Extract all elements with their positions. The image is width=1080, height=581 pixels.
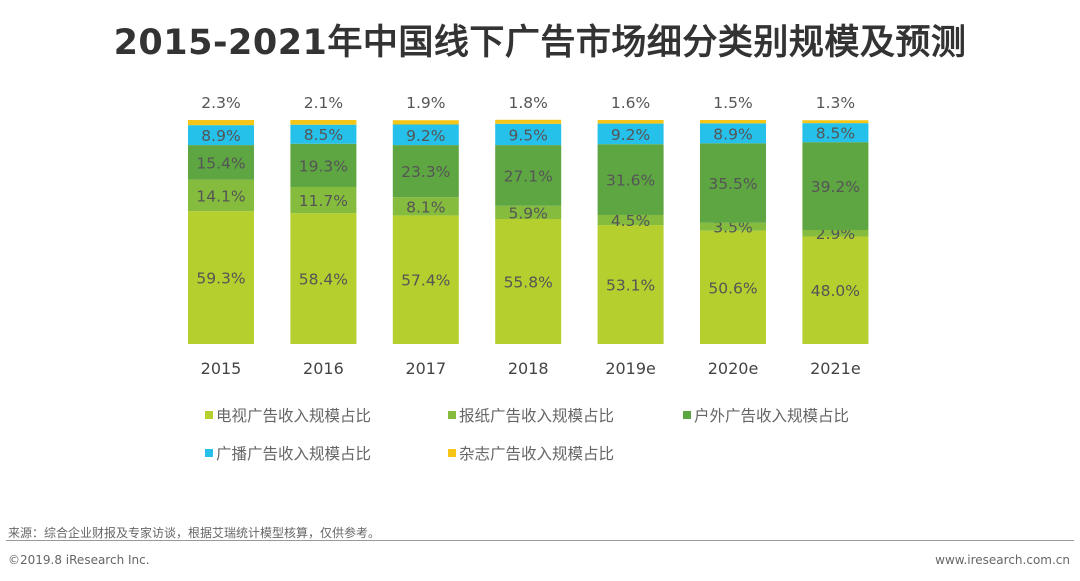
x-tick-label: 2020e: [708, 359, 759, 378]
legend-label: 报纸广告收入规模占比: [459, 407, 615, 425]
x-tick-label: 2018: [508, 359, 549, 378]
bar-segment: [188, 179, 254, 212]
bar-segment: [700, 123, 766, 144]
data-label: 1.8%: [509, 94, 548, 112]
data-label: 48.0%: [811, 282, 860, 300]
bar-segment: [495, 123, 562, 146]
legend-swatch: [205, 449, 213, 457]
bar-segment: [700, 120, 766, 124]
bar-segment: [188, 211, 254, 344]
data-label: 8.5%: [304, 126, 343, 144]
stacked-bar-chart: 59.3% 14.1% 15.4% 8.9% 2.3% 2015 58.4% 11.7% 19.…: [188, 94, 869, 378]
data-label: 8.9%: [201, 127, 240, 145]
data-label: 58.4%: [299, 271, 348, 289]
data-label: 9.5%: [509, 126, 548, 144]
bar-segment: [802, 229, 869, 237]
data-label: 8.1%: [406, 198, 445, 216]
bar-segment: [802, 123, 869, 143]
data-label: 35.5%: [708, 175, 757, 193]
data-label: 11.7%: [299, 192, 348, 210]
bar-segment: [392, 197, 459, 216]
bar-segment: [290, 186, 357, 214]
bar-segment: [700, 230, 766, 344]
data-label: 31.6%: [606, 172, 655, 190]
data-label: 14.1%: [196, 187, 245, 205]
x-tick-label: 2019e: [605, 359, 656, 378]
data-label: 39.2%: [811, 178, 860, 196]
legend-item: 广播广告收入规模占比: [205, 442, 371, 464]
bar-segment: [495, 219, 562, 344]
data-label: 1.3%: [816, 94, 855, 112]
legend-label: 杂志广告收入规模占比: [459, 445, 615, 463]
bar-segment: [495, 145, 562, 206]
legend-item: 户外广告收入规模占比: [683, 404, 849, 426]
data-label: 57.4%: [401, 272, 450, 290]
bar-segment: [597, 120, 664, 124]
chart-title: 2015-2021年中国线下广告市场细分类别规模及预测: [113, 23, 967, 63]
bar-segment: [495, 205, 562, 220]
data-label: 59.3%: [196, 270, 245, 288]
bar-segment: [700, 222, 766, 231]
legend-item: 杂志广告收入规模占比: [448, 442, 614, 464]
data-label: 1.9%: [406, 94, 445, 112]
data-label: 19.3%: [299, 157, 348, 175]
bar-segment: [597, 214, 664, 226]
legend-item: 电视广告收入规模占比: [205, 404, 371, 426]
data-label: 23.3%: [401, 163, 450, 181]
data-label: 1.5%: [713, 94, 752, 112]
bar-segment: [597, 225, 664, 344]
legend-label: 广播广告收入规模占比: [216, 445, 372, 463]
bar-segment: [700, 143, 766, 223]
bar-segment: [188, 125, 254, 146]
x-tick-label: 2021e: [810, 359, 861, 378]
x-tick-label: 2016: [303, 359, 344, 378]
legend-label: 户外广告收入规模占比: [694, 407, 850, 425]
x-tick-label: 2017: [405, 359, 446, 378]
data-label: 53.1%: [606, 277, 655, 295]
data-label: 1.6%: [611, 94, 650, 112]
bar-segment: [802, 142, 869, 230]
bar-segment: [188, 145, 254, 180]
data-label: 2.3%: [201, 94, 240, 112]
bar-segment: [290, 124, 357, 144]
data-label: 27.1%: [504, 167, 553, 185]
bar-segment: [392, 120, 459, 125]
data-label: 2.1%: [304, 94, 343, 112]
legend-swatch: [448, 411, 456, 419]
legend-swatch: [205, 411, 213, 419]
bar-segment: [290, 120, 357, 125]
bar-segment: [290, 143, 357, 187]
legend-item: 报纸广告收入规模占比: [448, 404, 614, 426]
data-label: 3.5%: [713, 219, 752, 237]
data-label: 9.2%: [406, 127, 445, 145]
data-label: 8.9%: [713, 125, 752, 143]
bar-segment: [802, 120, 869, 124]
x-tick-label: 2015: [201, 359, 242, 378]
footer-divider: [6, 540, 1074, 541]
website: www.iresearch.com.cn: [935, 553, 1070, 567]
data-label: 5.9%: [509, 204, 548, 222]
bar-segment: [392, 124, 459, 146]
data-label: 15.4%: [196, 154, 245, 172]
data-label: 55.8%: [504, 274, 553, 292]
bar-segment: [392, 145, 459, 198]
bar-segment: [802, 236, 869, 344]
bar-segment: [188, 120, 254, 126]
bar-segment: [392, 215, 459, 344]
copyright: ©2019.8 iResearch Inc.: [8, 553, 150, 567]
bar-segment: [597, 144, 664, 215]
bar-segment: [597, 123, 664, 145]
data-label: 9.2%: [611, 126, 650, 144]
bar-segment: [495, 119, 562, 124]
bar-segment: [290, 213, 357, 344]
legend-swatch: [448, 449, 456, 457]
data-label: 4.5%: [611, 212, 650, 230]
legend-label: 电视广告收入规模占比: [216, 407, 372, 425]
legend-swatch: [683, 411, 691, 419]
source-note: 来源：综合企业财报及专家访谈，根据艾瑞统计模型核算，仅供参考。: [8, 526, 381, 540]
data-label: 50.6%: [708, 279, 757, 297]
data-label: 8.5%: [816, 125, 855, 143]
